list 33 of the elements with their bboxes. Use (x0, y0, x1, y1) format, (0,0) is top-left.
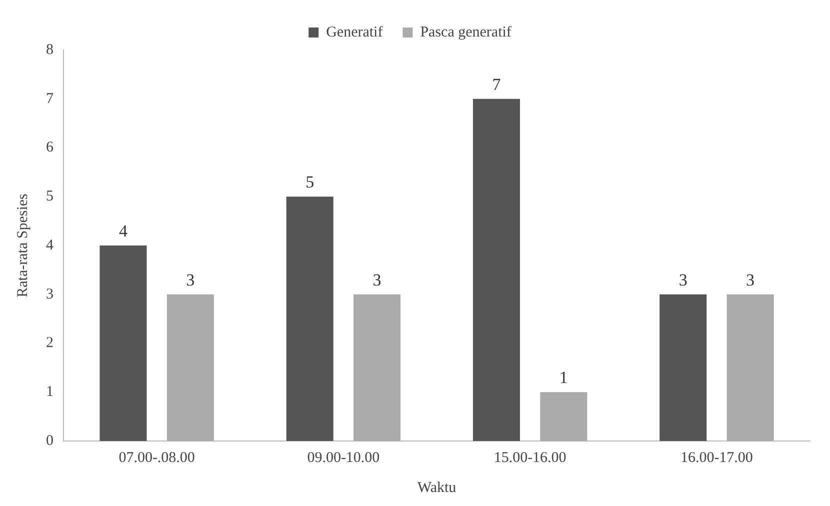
x-tick-label: 15.00-16.00 (494, 450, 566, 466)
y-tick-label: 2 (46, 335, 54, 352)
data-label: 5 (306, 172, 314, 192)
bar (660, 294, 707, 441)
y-tick-label: 8 (46, 42, 54, 58)
bar (726, 294, 774, 441)
bar (100, 246, 147, 441)
x-axis-title: Waktu (417, 480, 457, 496)
data-label: 3 (186, 270, 195, 290)
x-tick-label: 16.00-17.00 (680, 450, 753, 466)
bar (540, 392, 588, 441)
x-tick-label: 09.00-10.00 (307, 450, 380, 466)
y-tick-label: 0 (46, 432, 54, 449)
data-label: 3 (372, 270, 382, 290)
x-tick-label: 07.00-.08.00 (118, 450, 195, 466)
data-label: 4 (118, 221, 128, 240)
y-tick-label: 4 (46, 237, 54, 254)
legend-label: Pasca generatif (420, 24, 512, 40)
bar (286, 196, 334, 441)
legend-label: Generatif (326, 24, 383, 40)
data-label: 3 (678, 270, 688, 290)
data-label: 1 (559, 368, 568, 388)
y-tick-label: 1 (46, 384, 54, 400)
y-tick-label: 6 (46, 140, 54, 156)
y-axis-title: Rata-rata Spesies (14, 193, 31, 298)
bar (166, 294, 214, 441)
y-tick-label: 3 (46, 286, 54, 302)
y-tick-label: 7 (46, 90, 54, 107)
bar (354, 294, 401, 441)
bar (472, 98, 520, 441)
data-label: 7 (492, 74, 502, 94)
data-label: 3 (746, 270, 755, 290)
y-tick-label: 5 (46, 188, 54, 205)
